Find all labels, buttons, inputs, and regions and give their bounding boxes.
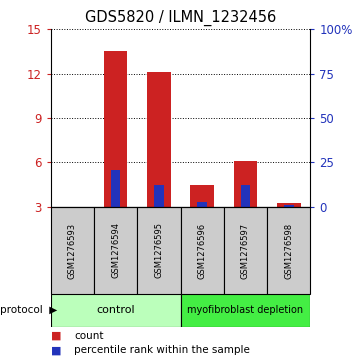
- Bar: [284, 205, 293, 207]
- Text: control: control: [96, 305, 135, 315]
- Text: GSM1276596: GSM1276596: [198, 223, 206, 278]
- Bar: [180, 294, 310, 327]
- Bar: [277, 203, 301, 207]
- Bar: [190, 185, 214, 207]
- Text: GSM1276593: GSM1276593: [68, 223, 77, 278]
- Text: GSM1276598: GSM1276598: [284, 223, 293, 278]
- Bar: [267, 207, 310, 294]
- Text: GSM1276597: GSM1276597: [241, 223, 250, 278]
- Bar: [180, 207, 224, 294]
- Bar: [147, 72, 171, 207]
- Text: protocol  ▶: protocol ▶: [0, 305, 57, 315]
- Bar: [104, 51, 127, 207]
- Bar: [94, 207, 137, 294]
- Text: GSM1276595: GSM1276595: [155, 223, 163, 278]
- Text: ■: ■: [51, 345, 65, 355]
- Bar: [137, 207, 180, 294]
- Text: ■: ■: [51, 331, 65, 341]
- Bar: [154, 185, 164, 207]
- Text: myofibroblast depletion: myofibroblast depletion: [187, 305, 304, 315]
- Bar: [51, 207, 94, 294]
- Bar: [197, 203, 207, 207]
- Bar: [111, 170, 120, 207]
- Bar: [241, 185, 250, 207]
- Text: count: count: [74, 331, 104, 341]
- Text: GSM1276594: GSM1276594: [111, 223, 120, 278]
- Bar: [234, 161, 257, 207]
- Title: GDS5820 / ILMN_1232456: GDS5820 / ILMN_1232456: [85, 10, 276, 26]
- Text: percentile rank within the sample: percentile rank within the sample: [74, 345, 250, 355]
- Bar: [224, 207, 267, 294]
- Bar: [51, 294, 180, 327]
